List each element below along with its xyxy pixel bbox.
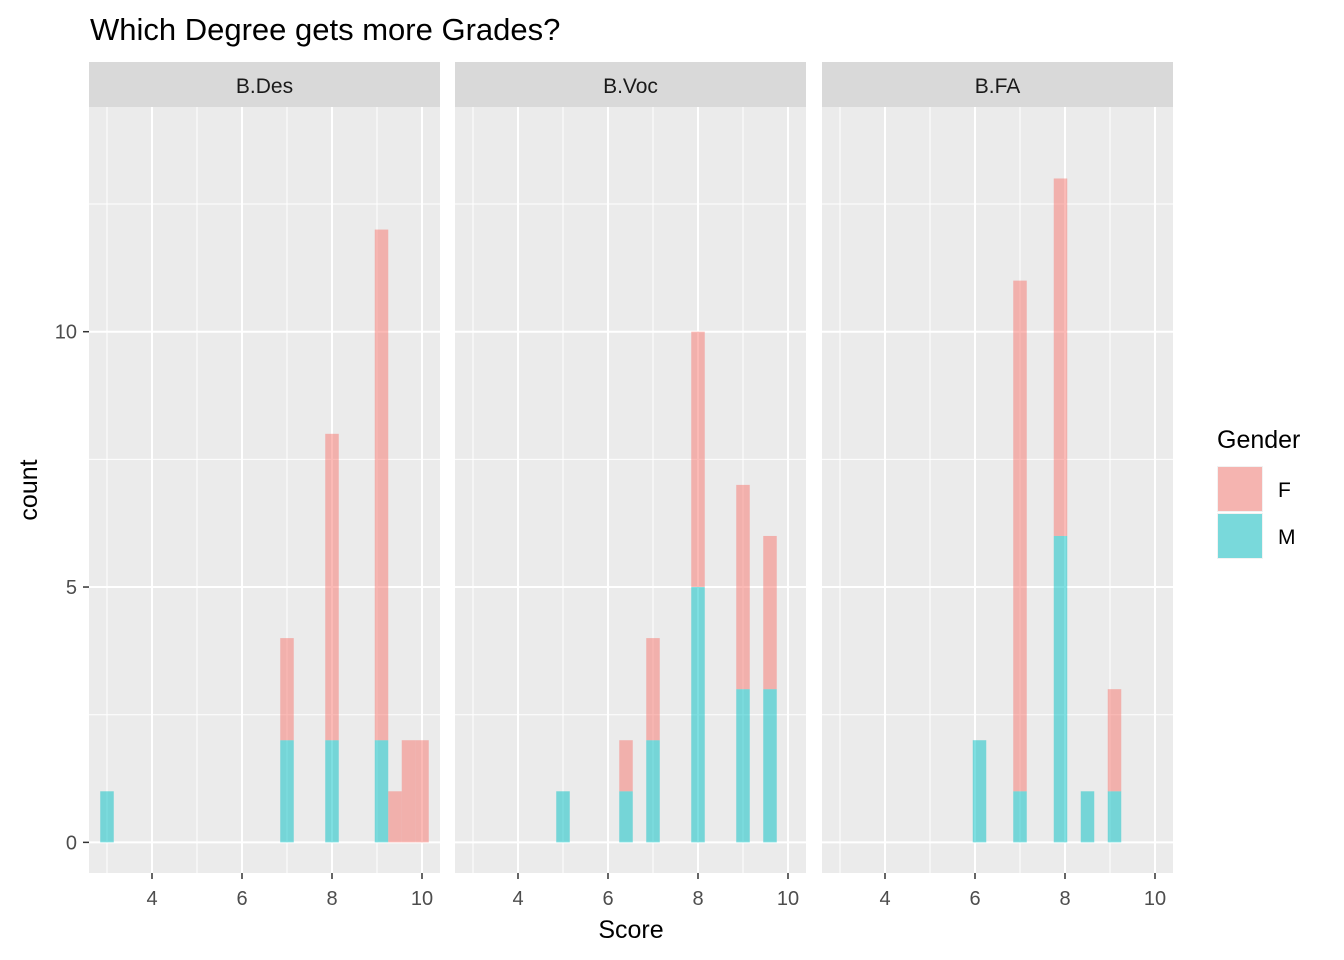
bar-m bbox=[619, 791, 633, 843]
y-tick-label: 0 bbox=[66, 832, 77, 854]
panel-0: B.Des 4 6 8 10 bbox=[89, 62, 440, 910]
bar-m bbox=[1080, 791, 1095, 843]
bar-m bbox=[646, 740, 660, 843]
legend-label-m: M bbox=[1278, 526, 1296, 549]
x-tick-label: 6 bbox=[602, 888, 613, 910]
legend-key-m bbox=[1218, 514, 1262, 558]
bar-f bbox=[619, 740, 633, 792]
bar-f bbox=[401, 740, 416, 843]
x-tick-label: 8 bbox=[326, 888, 337, 910]
x-tick-label: 6 bbox=[969, 888, 980, 910]
bar-f bbox=[691, 331, 705, 588]
legend: Gender FM bbox=[1217, 426, 1300, 559]
panel-strip-label: B.Des bbox=[236, 75, 293, 98]
legend-key-f bbox=[1218, 467, 1262, 511]
bar-m bbox=[374, 740, 389, 843]
bar-m bbox=[763, 689, 777, 843]
legend-title: Gender bbox=[1217, 426, 1300, 454]
bar-m bbox=[280, 740, 294, 843]
y-tick-label: 10 bbox=[55, 322, 77, 344]
x-tick-label: 6 bbox=[236, 888, 247, 910]
y-tick-label: 5 bbox=[66, 577, 77, 599]
x-tick-label: 10 bbox=[1144, 888, 1166, 910]
panel-strip bbox=[455, 62, 806, 107]
bar-f bbox=[415, 740, 429, 843]
bar-m bbox=[691, 587, 705, 843]
bar-m bbox=[1107, 791, 1122, 843]
bar-f bbox=[325, 433, 339, 741]
x-tick-label: 10 bbox=[411, 888, 433, 910]
bar-f bbox=[280, 638, 294, 741]
y-axis: 0 5 10 bbox=[55, 322, 89, 854]
bar-f bbox=[388, 791, 402, 843]
x-tick-label: 10 bbox=[777, 888, 799, 910]
x-tick-label: 4 bbox=[512, 888, 523, 910]
bar-m bbox=[736, 689, 750, 843]
bar-f bbox=[374, 229, 389, 741]
bar-m bbox=[1013, 791, 1027, 843]
bar-m bbox=[100, 791, 114, 843]
x-axis-title: Score bbox=[598, 916, 663, 944]
x-tick-label: 8 bbox=[1059, 888, 1070, 910]
panel-2: B.FA 4 6 8 10 bbox=[822, 62, 1173, 910]
panel-strip-label: B.FA bbox=[975, 75, 1021, 98]
bar-m bbox=[556, 791, 570, 843]
legend-items: FM bbox=[1217, 466, 1296, 559]
bar-f bbox=[1107, 689, 1122, 792]
panel-strip bbox=[89, 62, 440, 107]
panel-1: B.Voc 4 6 8 10 bbox=[455, 62, 806, 910]
bar-f bbox=[736, 484, 750, 690]
bar-f bbox=[763, 535, 777, 690]
x-tick-label: 4 bbox=[879, 888, 890, 910]
bar-m bbox=[1053, 535, 1068, 843]
panel-strip bbox=[822, 62, 1173, 107]
legend-label-f: F bbox=[1278, 479, 1291, 502]
bar-f bbox=[1013, 280, 1027, 792]
x-tick-label: 4 bbox=[146, 888, 157, 910]
bar-f bbox=[1053, 178, 1068, 536]
bar-m bbox=[325, 740, 339, 843]
y-axis-title: count bbox=[15, 459, 43, 520]
facet-panels: B.Des 4 6 8 10 B.Voc 4 6 8 10 B.FA 4 6 8 10 0 5 10 bbox=[55, 62, 1173, 910]
panel-strip-label: B.Voc bbox=[603, 75, 658, 98]
bar-m bbox=[972, 740, 987, 843]
bar-f bbox=[646, 638, 660, 741]
x-tick-label: 8 bbox=[692, 888, 703, 910]
chart-title: Which Degree gets more Grades? bbox=[90, 12, 560, 47]
